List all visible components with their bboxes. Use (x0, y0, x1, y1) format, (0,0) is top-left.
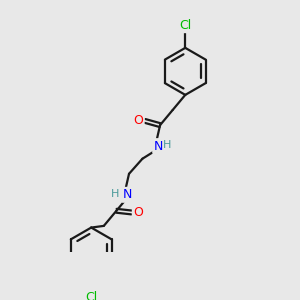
Text: N: N (123, 188, 132, 201)
Text: Cl: Cl (85, 291, 97, 300)
Text: O: O (133, 206, 143, 219)
Text: H: H (110, 189, 119, 199)
Text: H: H (163, 140, 171, 150)
Text: N: N (154, 140, 163, 153)
Text: Cl: Cl (179, 19, 191, 32)
Text: O: O (133, 114, 143, 128)
